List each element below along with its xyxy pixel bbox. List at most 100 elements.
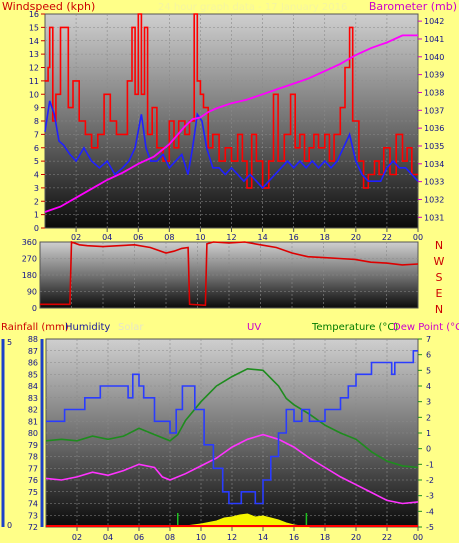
y-tick-label: 180	[22, 271, 37, 280]
x-tick-label: 14	[258, 533, 268, 542]
y-tick-label: 73	[28, 511, 38, 520]
x-tick-label: 08	[164, 233, 174, 242]
barometer-axis-label: Barometer (mb)	[369, 0, 457, 13]
x-tick-label: 06	[133, 233, 143, 242]
y-tick-label: 1036	[424, 124, 444, 133]
x-tick-label: 20	[351, 533, 361, 542]
y-tick-label: 11	[29, 77, 39, 86]
y-tick-label: -3	[426, 492, 434, 501]
y-tick-label: 7	[426, 335, 431, 344]
y-tick-label: 1	[426, 429, 431, 438]
compass-label: E	[436, 287, 443, 300]
temp-hum-panel: Rainfall (mm) Humidity Solar UV Temperat…	[1, 322, 459, 542]
y-tick-label: 7	[34, 130, 39, 139]
x-tick-label: 22	[382, 233, 392, 242]
y-tick-label: 15	[29, 23, 39, 32]
x-tick-label: 02	[71, 233, 81, 242]
direction-axis: 0 90 180 270 360	[22, 238, 37, 313]
temperature-axis: -5 -4 -3 -2 -1 0 1 2 3 4 5 6 7	[418, 335, 434, 532]
wind-series	[44, 13, 419, 213]
y-tick-label: 6	[426, 351, 431, 360]
y-tick-label: 8	[34, 117, 39, 126]
x-tick-label: 06	[134, 533, 144, 542]
temperature-label: Temperature (°C)	[311, 322, 398, 333]
y-tick-label: 5	[7, 338, 12, 347]
y-tick-label: 10	[29, 90, 39, 99]
compass-label: S	[436, 271, 443, 284]
y-tick-label: 360	[22, 238, 37, 247]
x-tick-label: 12	[226, 233, 236, 242]
x-tick-label: 16	[289, 533, 299, 542]
y-tick-label: 87	[28, 347, 38, 356]
y-tick-label: 78	[28, 453, 38, 462]
humidity-line	[46, 350, 418, 505]
y-tick-label: 75	[28, 488, 38, 497]
y-tick-label: 84	[28, 382, 38, 391]
barometer-axis: 1031 1032 1033 1034 1035 1036 1037 1038 1039 1040…	[418, 17, 444, 222]
y-tick-label: 16	[29, 10, 39, 19]
x-tick-label: 04	[102, 233, 112, 242]
y-tick-label: 88	[28, 335, 38, 344]
x-tick-label: 02	[72, 533, 82, 542]
y-tick-label: 72	[28, 523, 38, 532]
rainfall-label: Rainfall (mm)	[1, 322, 69, 333]
y-tick-label: 1039	[424, 71, 444, 80]
solar-label: Solar	[118, 322, 144, 333]
y-tick-label: 4	[426, 382, 431, 391]
y-tick-label: 2	[34, 197, 39, 206]
wind-direction-line	[40, 240, 419, 307]
y-tick-label: 13	[29, 50, 39, 59]
x-tick-label: 12	[227, 533, 237, 542]
y-tick-label: 82	[28, 406, 38, 415]
y-tick-label: 1032	[424, 195, 444, 204]
y-tick-label: 14	[29, 37, 39, 46]
dewpoint-label: Dew Point (°C)	[393, 322, 459, 333]
y-tick-label: 1040	[424, 53, 444, 62]
y-tick-label: 81	[28, 417, 38, 426]
y-tick-label: 1033	[424, 178, 444, 187]
y-tick-label: -2	[426, 476, 434, 485]
x-tick-label: 20	[351, 233, 361, 242]
y-tick-label: 86	[28, 359, 38, 368]
y-tick-label: 79	[28, 441, 38, 450]
temp-series	[45, 350, 419, 528]
y-tick-label: 5	[34, 157, 39, 166]
windspeed-axis-label: Windspeed (kph)	[2, 0, 95, 13]
y-tick-label: -4	[426, 507, 434, 516]
y-tick-label: 1035	[424, 142, 444, 151]
temp-x-axis: 02 04 06 08 10 12 14 16 18 20 22 00	[72, 527, 423, 542]
x-tick-label: 22	[382, 533, 392, 542]
y-tick-label: 2	[426, 413, 431, 422]
x-tick-label: 08	[165, 533, 175, 542]
humidity-axis: 72 73 74 75 76 77 78 79 80 81 82 83 84 85 86 87 88	[28, 335, 38, 532]
compass-label: W	[434, 255, 445, 268]
y-tick-label: 85	[28, 370, 38, 379]
x-tick-label: 18	[320, 233, 330, 242]
y-tick-label: 5	[426, 366, 431, 375]
y-tick-label: -5	[426, 523, 434, 532]
uv-label: UV	[247, 322, 261, 333]
barometer-line	[44, 34, 418, 213]
y-tick-label: 3	[426, 398, 431, 407]
y-tick-label: 74	[28, 500, 38, 509]
dewpoint-line	[45, 433, 419, 505]
y-tick-label: 0	[32, 304, 37, 313]
direction-series	[40, 240, 419, 307]
y-tick-label: 4	[34, 171, 39, 180]
average-windspeed-line	[44, 100, 419, 190]
y-tick-label: 0	[7, 521, 12, 530]
x-tick-label: 14	[257, 233, 267, 242]
compass-label: N	[435, 303, 443, 316]
x-tick-label: 10	[196, 533, 206, 542]
x-tick-label: 10	[195, 233, 205, 242]
y-tick-label: 9	[34, 104, 39, 113]
humidity-label: Humidity	[65, 322, 110, 333]
y-tick-label: 80	[28, 429, 38, 438]
direction-grid	[40, 242, 418, 308]
x-tick-label: 00	[413, 533, 423, 542]
y-tick-label: 76	[28, 476, 38, 485]
